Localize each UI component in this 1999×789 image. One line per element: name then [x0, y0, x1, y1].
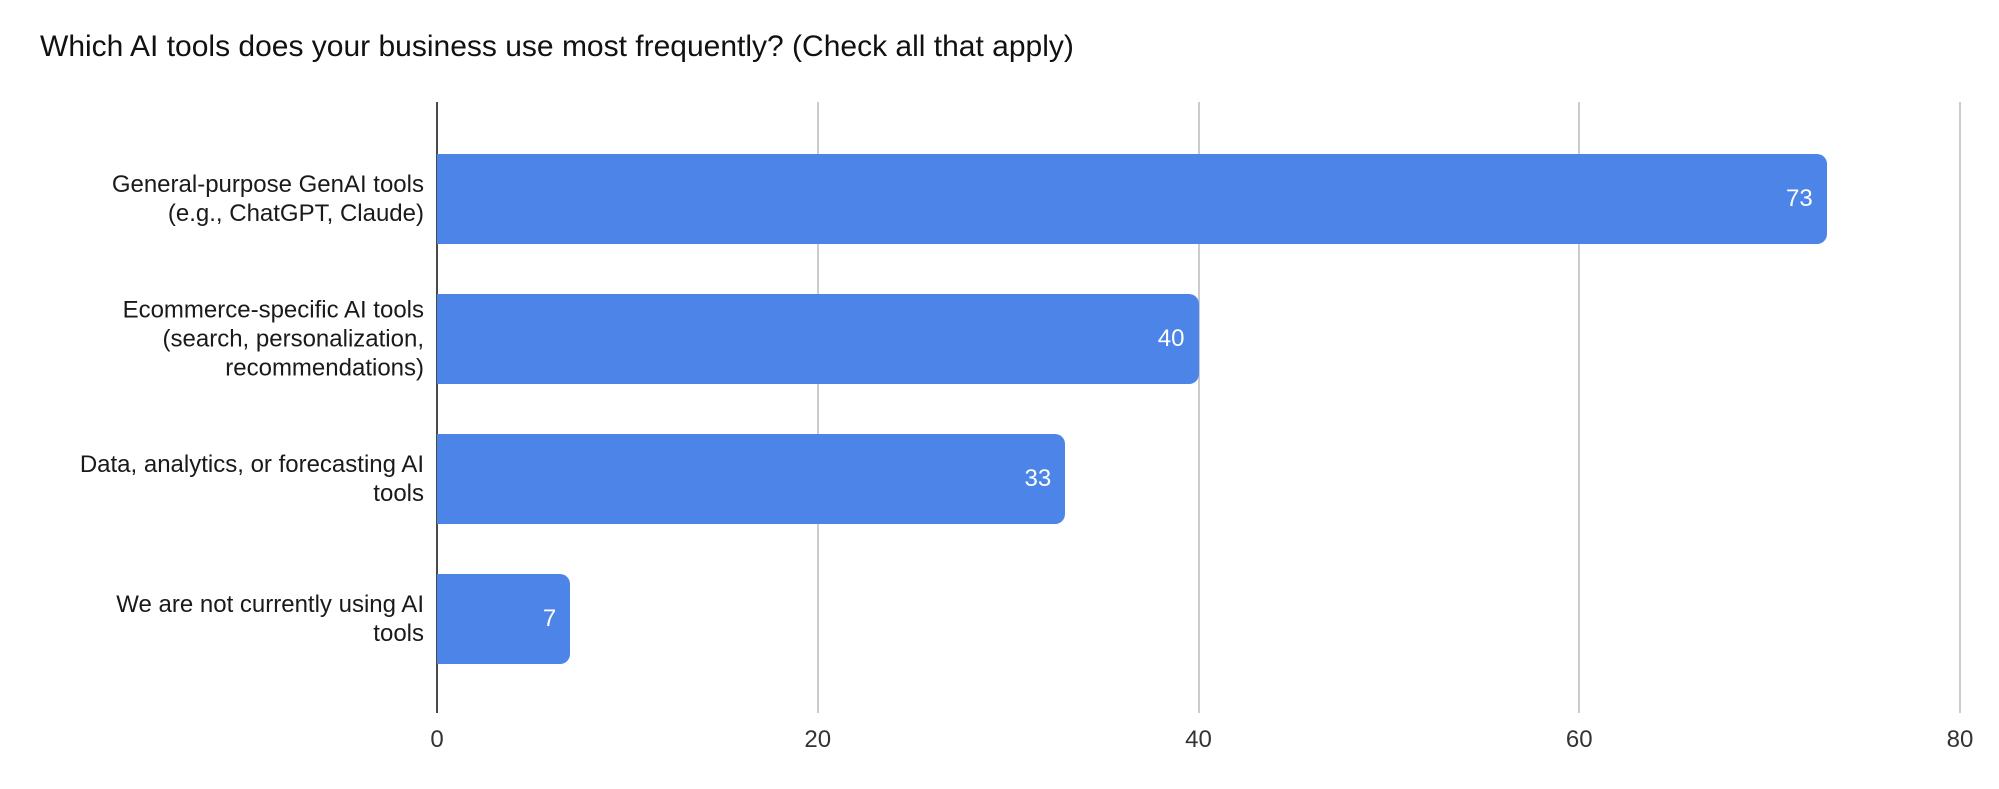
- bar-2[interactable]: 40: [437, 294, 1199, 384]
- x-axis-tick-label: 40: [1185, 726, 1212, 753]
- gridline: [816, 102, 819, 713]
- bar-value-label: 40: [1157, 325, 1185, 352]
- x-axis-tick-label: 80: [1946, 726, 1974, 753]
- category-label: General-purpose GenAI tools (e.g., ChatG…: [111, 171, 424, 227]
- category-label: Data, analytics, or forecasting AI tools: [79, 451, 424, 507]
- bar-value-label: 7: [542, 605, 557, 632]
- x-axis-tick-label: 20: [804, 726, 832, 753]
- category-label: Ecommerce-specific AI tools (search, per…: [122, 296, 424, 382]
- y-axis-line: [436, 102, 438, 713]
- chart-title: Which AI tools does your business use mo…: [40, 30, 1074, 63]
- y-axis-category-labels: General-purpose GenAI tools (e.g., ChatG…: [0, 102, 437, 713]
- bar-value-label: 33: [1024, 465, 1052, 492]
- plot-area: 73 40 33 7 0 20 40 60 80: [430, 102, 1973, 753]
- gridline: [1197, 102, 1200, 713]
- bars-layer: 73 40 33 7: [437, 102, 1960, 713]
- bar-value-label: 73: [1786, 185, 1813, 212]
- bar-4[interactable]: 7: [437, 574, 571, 664]
- x-axis-tick-label: 0: [430, 726, 444, 753]
- category-label: We are not currently using AI tools: [116, 591, 424, 647]
- bar-1[interactable]: 73: [437, 154, 1827, 244]
- grid-layer: [436, 102, 1961, 713]
- x-axis-tick-label: 60: [1565, 726, 1593, 753]
- gridline: [1578, 102, 1581, 713]
- bar-3[interactable]: 33: [437, 434, 1066, 524]
- x-axis-tick-labels: 0 20 40 60 80: [430, 713, 1973, 773]
- gridline: [1959, 102, 1961, 713]
